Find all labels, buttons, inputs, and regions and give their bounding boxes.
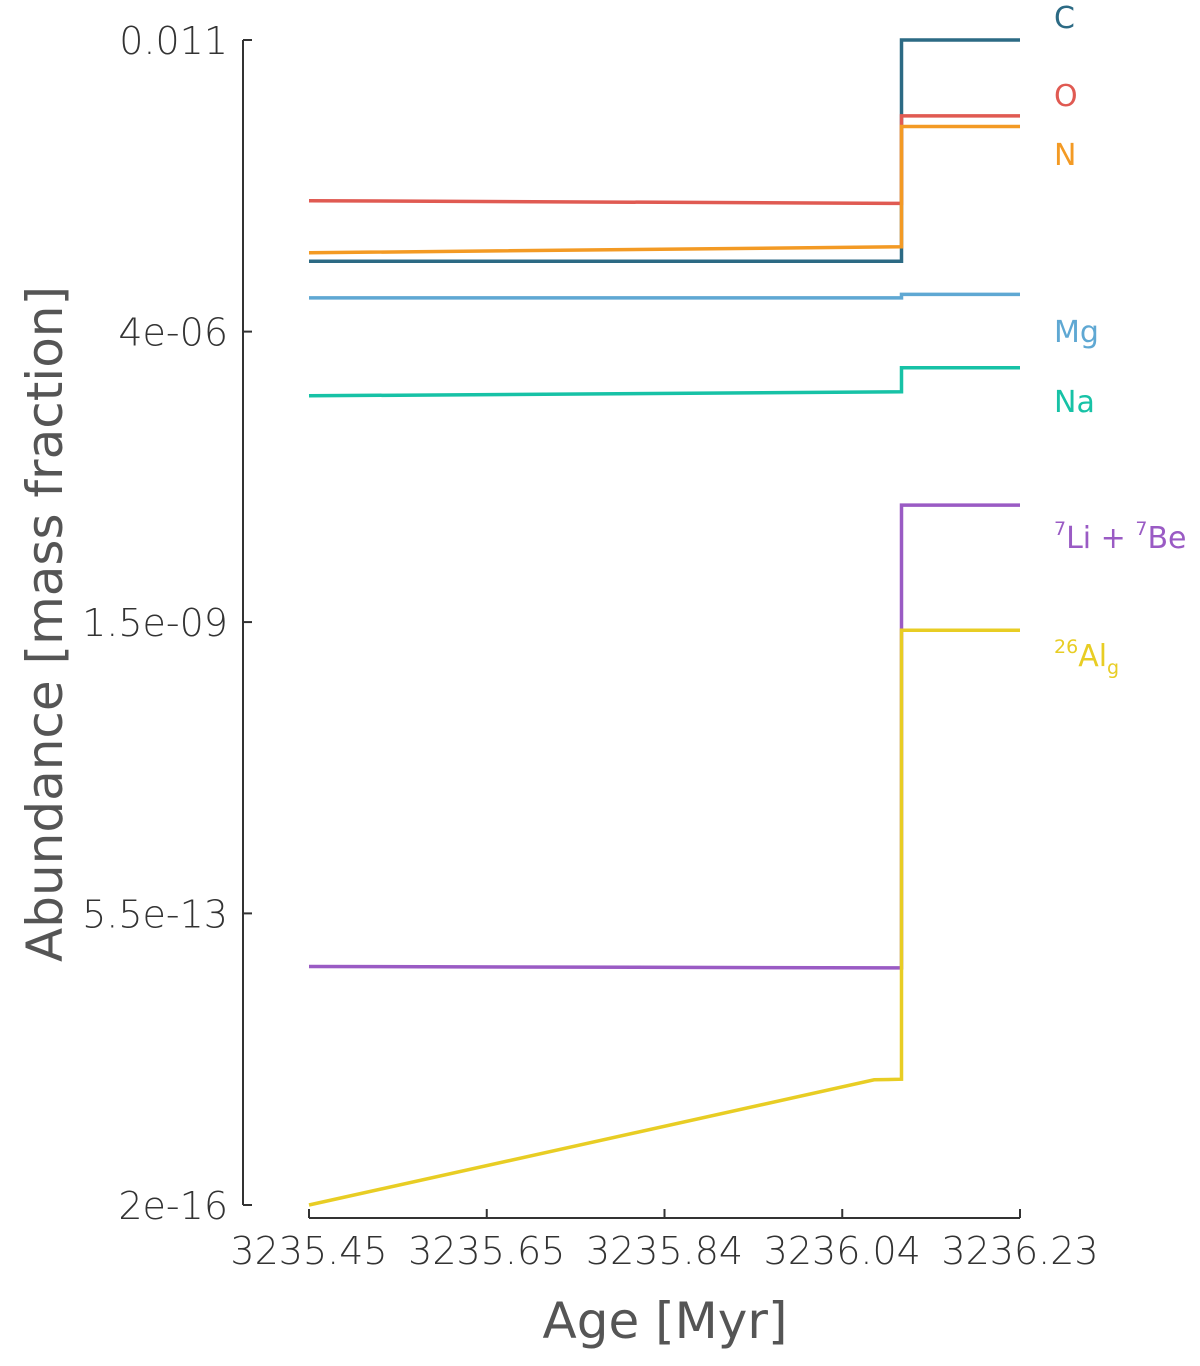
series-label: Mg	[1054, 315, 1099, 350]
series-labels: C ON Mg Na 7Li + 7Be 26Alg	[1054, 1, 1187, 679]
y-tick-label: 2e-16	[118, 1184, 228, 1228]
series-line-mg	[309, 292, 1020, 300]
series-label: Na	[1054, 385, 1095, 420]
series-label: N	[1054, 138, 1076, 173]
series-line-o	[308, 114, 1020, 206]
series-line-na	[308, 365, 1020, 398]
y-axis-title: Abundance [mass fraction]	[16, 286, 74, 962]
series-label: 7Li + 7Be	[1054, 518, 1187, 556]
series-label: 26Alg	[1054, 636, 1119, 679]
y-tick-label: 0.011	[119, 19, 228, 63]
series-line-26alg	[308, 628, 1020, 1207]
x-tick-label: 3235.65	[408, 1229, 565, 1273]
series-line-c	[309, 38, 1020, 264]
series-line-7li-7be	[308, 503, 1020, 970]
y-tick-label: 5.5e-13	[82, 892, 228, 936]
x-tick-label: 3236.04	[764, 1229, 921, 1273]
x-axis-title: Age [Myr]	[543, 1292, 788, 1350]
x-tick-label: 3235.84	[586, 1229, 743, 1273]
x-tick-label: 3236.23	[941, 1229, 1098, 1273]
series-line-n	[308, 124, 1020, 255]
series-lines	[308, 38, 1020, 1207]
series-label: C	[1054, 1, 1075, 36]
y-tick-label: 4e-06	[118, 311, 228, 355]
series-label: O	[1054, 79, 1078, 114]
y-tick-label: 1.5e-09	[82, 601, 228, 645]
x-tick-label: 3235.45	[230, 1229, 387, 1273]
